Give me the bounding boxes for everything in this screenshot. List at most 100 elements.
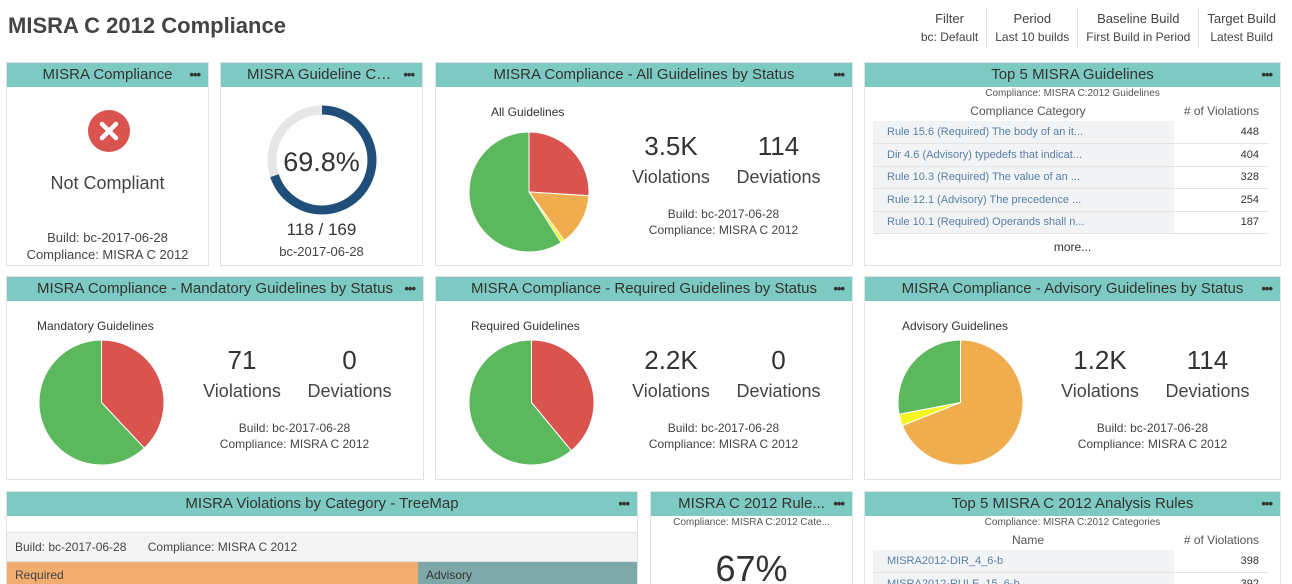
rule-percent-value: 67% [715, 548, 788, 584]
compliance-standard-text: Compliance: MISRA C 2012 [26, 247, 189, 262]
col-num-violations[interactable]: # of Violations [1183, 533, 1259, 547]
mandatory-guidelines-widget-header: MISRA Compliance - Mandatory Guidelines … [7, 277, 423, 301]
all-deviations-value: 114 [757, 131, 800, 161]
col-name[interactable]: Name [1011, 533, 1044, 547]
baseline-build-control[interactable]: Baseline Build First Build in Period [1077, 8, 1198, 48]
rule-percent-widget-menu-icon[interactable]: ••• [833, 496, 845, 511]
top5-guidelines-more-link[interactable]: more... [1053, 240, 1092, 254]
pie-slice[interactable] [468, 131, 562, 253]
required-guidelines-widget: MISRA Compliance - Required Guidelines b… [435, 276, 853, 480]
guideline-compliance-widget-menu-icon[interactable]: ••• [403, 67, 415, 82]
compliance-status-text: Not Compliant [50, 173, 165, 193]
not-compliant-x-icon [88, 110, 130, 152]
top5-rules-table-header: Name # of Violations [873, 533, 1269, 547]
table-row[interactable]: Dir 4.6 (Advisory) typedefs that indicat… [873, 143, 1269, 167]
table-row[interactable]: Rule 10.1 (Required) Operands shall n...… [873, 211, 1269, 234]
pie-slice[interactable] [531, 339, 595, 452]
top5-rules-table-wrap: MISRA2012-DIR_4_6-b 398 MISRA2012-RULE_15… [865, 550, 1269, 584]
filter-value[interactable]: bc: Default [920, 30, 979, 44]
top5-guidelines-table-wrap: Rule 15.6 (Required) The body of an it..… [865, 121, 1269, 234]
pie-slice[interactable] [468, 339, 573, 466]
violation-count: 392 [1174, 572, 1269, 584]
baseline-build-value[interactable]: First Build in Period [1086, 30, 1191, 44]
target-build-value[interactable]: Latest Build [1210, 30, 1274, 44]
compliance-widget-title: MISRA Compliance [42, 66, 173, 83]
rule-link[interactable]: Rule 10.3 (Required) The value of an ... [873, 166, 1174, 189]
top5-guidelines-table-header: Compliance Category # of Violations [873, 104, 1269, 118]
mandatory-deviations-label: Deviations [307, 381, 392, 401]
treemap-compliance-text: Compliance: MISRA C 2012 [147, 540, 298, 554]
mandatory-guidelines-widget-menu-icon[interactable]: ••• [404, 281, 416, 296]
table-row[interactable]: Rule 10.3 (Required) The value of an ...… [873, 166, 1269, 189]
mandatory-guidelines-widget: MISRA Compliance - Mandatory Guidelines … [6, 276, 424, 480]
required-deviations-label: Deviations [736, 381, 821, 401]
advisory-deviations-label: Deviations [1165, 381, 1250, 401]
filter-control[interactable]: Filter bc: Default [913, 8, 986, 48]
top5-rules-widget-title: Top 5 MISRA C 2012 Analysis Rules [951, 495, 1194, 512]
pie-slice[interactable] [528, 131, 590, 197]
violation-count: 328 [1174, 166, 1269, 189]
pie-slice[interactable] [38, 339, 145, 466]
all-guidelines-widget-header: MISRA Compliance - All Guidelines by Sta… [436, 63, 852, 87]
top5-rules-widget-menu-icon[interactable]: ••• [1261, 496, 1273, 511]
mandatory-build-text: Build: bc-2017-06-28 [238, 421, 351, 435]
pie-slice[interactable] [101, 339, 165, 449]
top5-rules-widget-header: Top 5 MISRA C 2012 Analysis Rules ••• [865, 492, 1280, 516]
col-compliance-category[interactable]: Compliance Category [970, 104, 1086, 118]
required-guidelines-pie[interactable] [468, 339, 595, 466]
all-guidelines-chart-title: All Guidelines [491, 105, 565, 119]
rule-link[interactable]: Dir 4.6 (Advisory) typedefs that indicat… [873, 143, 1174, 167]
table-row[interactable]: MISRA2012-RULE_15_6-b 392 [873, 572, 1269, 584]
col-num-violations[interactable]: # of Violations [1183, 104, 1259, 118]
mandatory-guidelines-pie[interactable] [38, 339, 165, 466]
all-guidelines-widget-title: MISRA Compliance - All Guidelines by Sta… [493, 66, 795, 83]
treemap-widget-header: MISRA Violations by Category - TreeMap •… [7, 492, 637, 516]
violation-count: 448 [1174, 121, 1269, 144]
required-build-text: Build: bc-2017-06-28 [667, 421, 780, 435]
required-violations-label: Violations [632, 381, 710, 401]
required-compliance-text: Compliance: MISRA C 2012 [648, 437, 799, 451]
guideline-compliance-ring [267, 105, 377, 215]
required-guidelines-widget-title: MISRA Compliance - Required Guidelines b… [471, 280, 817, 297]
advisory-guidelines-widget-menu-icon[interactable]: ••• [1261, 281, 1273, 296]
rule-link[interactable]: Rule 12.1 (Advisory) The precedence ... [873, 188, 1174, 212]
rule-percent-subtitle: Compliance: MISRA C:2012 Cate... [673, 517, 830, 528]
target-build-control[interactable]: Target Build Latest Build [1198, 8, 1284, 48]
treemap-widget: MISRA Violations by Category - TreeMap •… [6, 491, 638, 584]
rule-link[interactable]: Rule 15.6 (Required) The body of an it..… [873, 121, 1174, 144]
all-violations-label: Violations [632, 167, 710, 187]
mandatory-chart-title: Mandatory Guidelines [37, 319, 154, 333]
period-control[interactable]: Period Last 10 builds [986, 8, 1077, 48]
all-guidelines-pie[interactable] [468, 131, 590, 253]
target-build-label: Target Build [1207, 11, 1276, 26]
pie-slice[interactable] [901, 339, 1024, 466]
top5-guidelines-widget-menu-icon[interactable]: ••• [1261, 67, 1273, 82]
required-guidelines-widget-header: MISRA Compliance - Required Guidelines b… [436, 277, 852, 301]
table-row[interactable]: MISRA2012-DIR_4_6-b 398 [873, 550, 1269, 573]
all-guidelines-widget-menu-icon[interactable]: ••• [833, 67, 845, 82]
rule-link[interactable]: MISRA2012-RULE_15_6-b [873, 572, 1174, 584]
pie-slice[interactable] [897, 339, 961, 415]
compliance-widget-menu-icon[interactable]: ••• [189, 67, 201, 82]
all-violations-value: 3.5K [644, 131, 698, 161]
top5-guidelines-widget-title: Top 5 MISRA Guidelines [991, 66, 1154, 83]
rule-percent-widget-title: MISRA C 2012 Rule... [678, 495, 825, 512]
required-guidelines-widget-menu-icon[interactable]: ••• [833, 281, 845, 296]
table-row[interactable]: Rule 12.1 (Advisory) The precedence ... 2… [873, 188, 1269, 212]
rule-link[interactable]: Rule 10.1 (Required) Operands shall n... [873, 211, 1174, 234]
pie-slice[interactable] [527, 191, 590, 242]
period-label: Period [1013, 11, 1052, 26]
rule-link[interactable]: MISRA2012-DIR_4_6-b [873, 550, 1174, 573]
treemap-widget-title: MISRA Violations by Category - TreeMap [185, 495, 459, 512]
filter-label: Filter [935, 11, 964, 26]
treemap-cell-advisory[interactable]: Advisory [418, 562, 637, 584]
treemap-cell-required[interactable]: Required [7, 562, 418, 584]
period-value[interactable]: Last 10 builds [995, 30, 1070, 44]
top5-guidelines-subtitle: Compliance: MISRA C:2012 Guidelines [985, 88, 1160, 99]
table-row[interactable]: Rule 15.6 (Required) The body of an it..… [873, 121, 1269, 144]
guideline-compliance-percent: 69.8% [283, 147, 360, 177]
treemap-widget-menu-icon[interactable]: ••• [618, 496, 630, 511]
advisory-deviations-value: 114 [1186, 345, 1229, 375]
all-compliance-text: Compliance: MISRA C 2012 [648, 223, 799, 237]
advisory-guidelines-pie[interactable] [897, 339, 1024, 466]
